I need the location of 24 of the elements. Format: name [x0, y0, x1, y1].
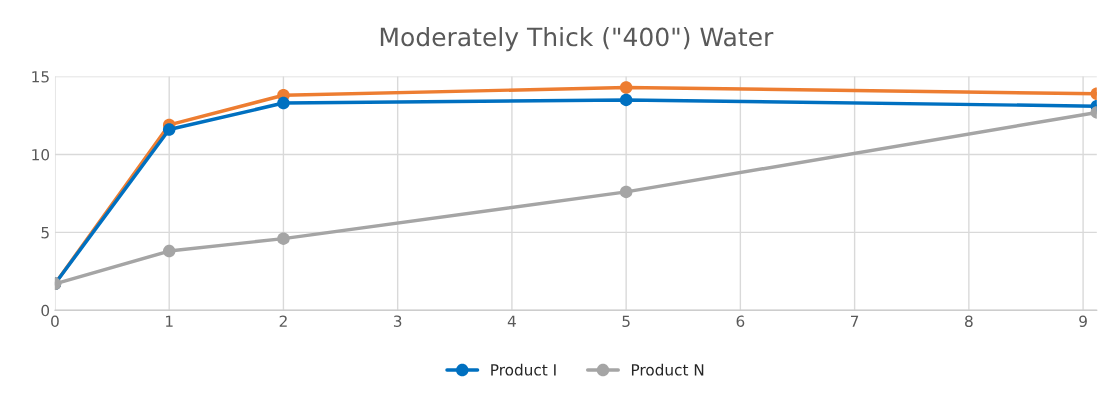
point — [162, 244, 176, 258]
chart-title: Moderately Thick ("400") Water — [380, 27, 774, 52]
x-tick-label: 4 — [507, 315, 516, 327]
point — [277, 232, 290, 245]
legend-label: Product N — [631, 363, 704, 376]
point — [619, 185, 633, 199]
point — [277, 96, 290, 110]
point — [619, 93, 633, 107]
x-tick-label: 3 — [393, 315, 402, 327]
x-tick-label: 8 — [965, 315, 973, 327]
x-tick-label: 2 — [279, 315, 287, 327]
point — [162, 123, 176, 136]
legend-label: Product I — [491, 363, 556, 376]
y-tick-label: 10 — [32, 148, 50, 161]
y-tick-label: 0 — [41, 304, 50, 317]
x-tick-label: 0 — [51, 315, 59, 327]
x-tick-label: 6 — [736, 315, 745, 327]
x-tick-label: 7 — [851, 315, 859, 327]
x-tick-label: 1 — [166, 315, 173, 327]
y-tick-label: 15 — [32, 71, 49, 83]
point — [619, 81, 633, 94]
x-tick-label: 5 — [622, 315, 630, 327]
x-tick-label: 9 — [1079, 315, 1087, 327]
y-tick-label: 5 — [41, 227, 49, 239]
